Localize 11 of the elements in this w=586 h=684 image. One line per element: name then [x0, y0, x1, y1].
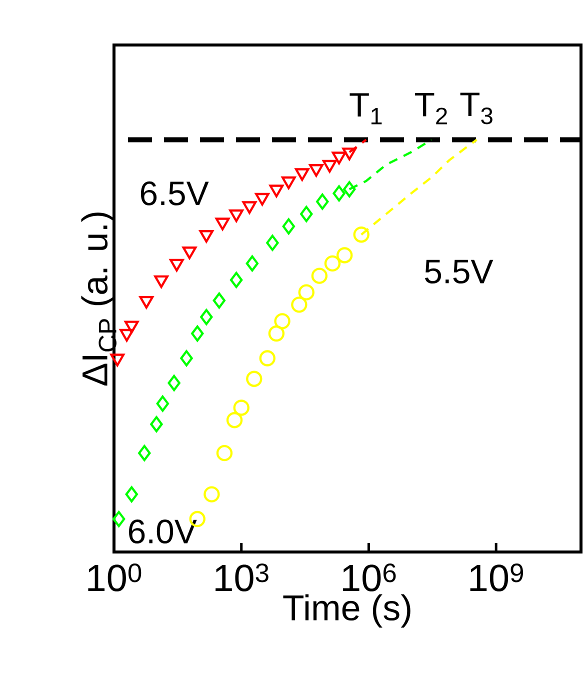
- series-label: 6.0V: [129, 520, 197, 544]
- series-label: 5.5V: [424, 260, 494, 284]
- x-tick-label: 10$^{6}$: [342, 564, 396, 592]
- annotation: T$_{1}$: [350, 93, 382, 124]
- x-tick-label: 10$^{0}$: [88, 564, 142, 592]
- x-tick-label: 10$^{9}$: [470, 564, 524, 592]
- series-label: 6.5V: [140, 181, 209, 206]
- x-axis-title: Time (s): [283, 594, 410, 628]
- annotation: T$_{3}$: [460, 92, 492, 124]
- x-tick-label: 10$^{3}$: [216, 564, 268, 592]
- annotation: T$_{2}$: [415, 92, 447, 124]
